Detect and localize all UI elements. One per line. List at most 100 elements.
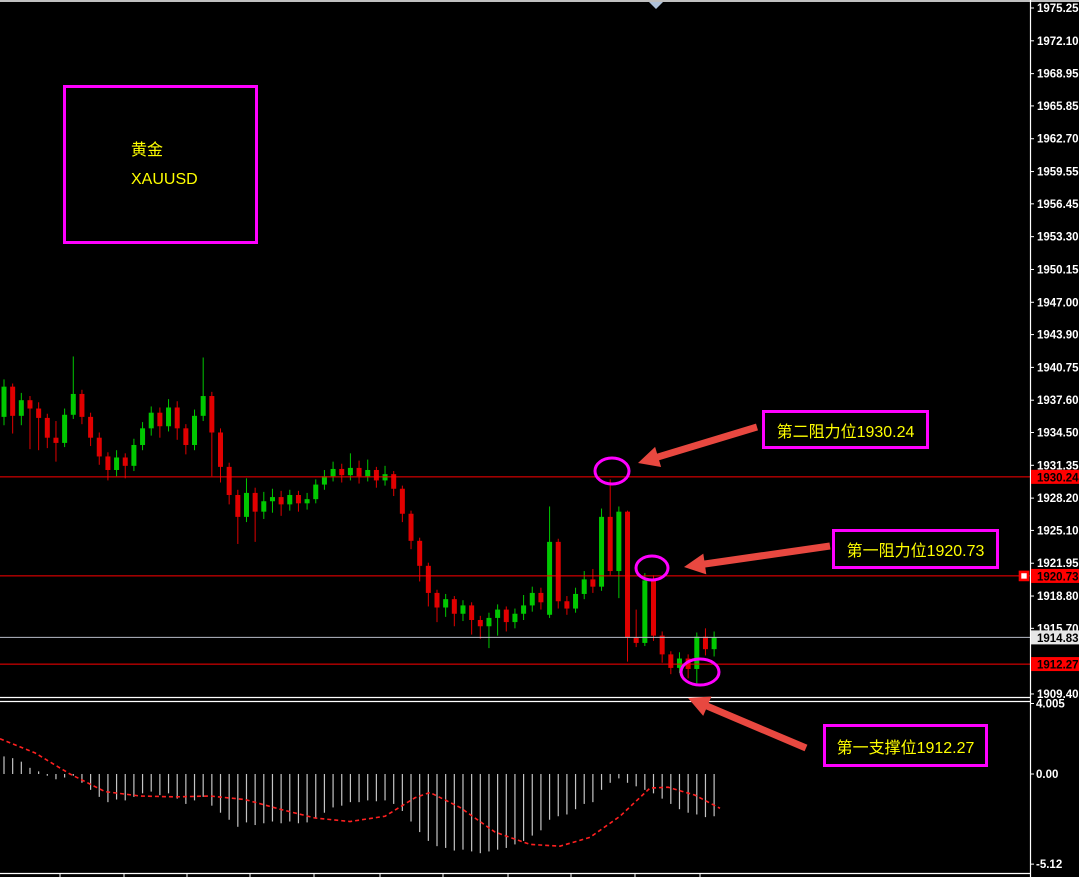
annotation-support1[interactable]: 第一支撑位1912.27 xyxy=(823,724,988,767)
candle-body xyxy=(70,393,76,415)
candle-body xyxy=(105,456,111,470)
candle-body xyxy=(564,601,570,609)
highlight-ellipse[interactable] xyxy=(634,554,670,582)
candle-body xyxy=(616,511,622,572)
candle-body xyxy=(503,609,509,623)
candle-body xyxy=(148,412,154,429)
price-axis-label: 1928.20 xyxy=(1037,493,1079,505)
candle-body xyxy=(252,492,258,512)
annotation-resistance2[interactable]: 第二阻力位1930.24 xyxy=(762,410,929,449)
candle-body xyxy=(486,617,492,627)
line-anchor-marker[interactable] xyxy=(1018,570,1030,582)
candle-body xyxy=(114,457,120,470)
candle-body xyxy=(529,592,535,606)
price-axis-label: 1934.50 xyxy=(1037,427,1079,439)
candle-body xyxy=(451,599,457,614)
price-axis-label: 1968.95 xyxy=(1037,69,1079,81)
candle-body xyxy=(512,613,518,623)
annotation-resistance1-label: 第一阻力位1920.73 xyxy=(846,543,985,560)
price-level-badge-resistance1 xyxy=(1031,568,1079,583)
candle-body xyxy=(192,415,198,445)
indicator-axis-label: 4.005 xyxy=(1036,699,1065,711)
level-price-label: 1912.27 xyxy=(1037,660,1079,672)
price-axis-label: 1953.30 xyxy=(1037,232,1079,244)
candle-body xyxy=(399,488,405,514)
candle-body xyxy=(200,396,206,416)
candle-body xyxy=(287,494,293,505)
candle-body xyxy=(590,579,596,587)
candle-body xyxy=(1,386,7,417)
candle-body xyxy=(321,476,327,485)
candle-body xyxy=(425,565,431,593)
level-price-label: 1930.24 xyxy=(1037,472,1079,484)
candle-body xyxy=(391,474,397,489)
candle-body xyxy=(642,580,648,643)
candle-body xyxy=(373,469,379,481)
candle-body xyxy=(79,393,85,417)
candle-body xyxy=(460,605,466,614)
candle-body xyxy=(122,457,128,466)
highlight-ellipse[interactable] xyxy=(679,657,721,687)
candle-body xyxy=(261,501,267,512)
candle-body xyxy=(607,516,613,572)
candle-body xyxy=(469,605,475,620)
price-axis-label: 1921.95 xyxy=(1037,558,1079,570)
price-axis-label: 1962.70 xyxy=(1037,134,1079,146)
candle-body xyxy=(226,466,232,495)
symbol-label-box[interactable]: 黄金 XAUUSD xyxy=(63,85,258,244)
price-axis-label: 1975.25 xyxy=(1037,3,1079,15)
candle-body xyxy=(295,494,301,504)
price-level-badge-resistance2 xyxy=(1031,469,1079,484)
candle-body xyxy=(131,444,137,466)
candle-body xyxy=(547,541,553,615)
scroll-position-marker[interactable] xyxy=(649,2,663,9)
candle-body xyxy=(44,417,50,438)
price-axis-label: 1943.90 xyxy=(1037,330,1079,342)
symbol-text: 黄金 XAUUSD xyxy=(131,136,198,194)
level-price-label: 1920.73 xyxy=(1037,571,1079,583)
candle-body xyxy=(140,428,146,445)
candle-body xyxy=(27,400,33,409)
candle-body xyxy=(218,432,223,467)
annotation-resistance1[interactable]: 第一阻力位1920.73 xyxy=(832,529,999,569)
candle-body xyxy=(555,541,561,602)
candle-body xyxy=(668,654,674,668)
price-axis-label: 1940.75 xyxy=(1037,362,1079,374)
candle-body xyxy=(599,516,605,587)
candle-body xyxy=(625,511,631,638)
annotation-resistance2-label: 第二阻力位1930.24 xyxy=(776,423,915,441)
indicator-axis-label: 0.00 xyxy=(1036,769,1058,781)
candle-body xyxy=(269,497,275,502)
candle-body xyxy=(88,416,94,438)
price-axis-label: 1909.40 xyxy=(1037,689,1079,701)
macd-signal-line xyxy=(0,738,721,847)
price-axis-label: 1937.60 xyxy=(1037,395,1079,407)
candle-body xyxy=(96,437,102,457)
candle-body xyxy=(330,468,336,477)
candle-body xyxy=(235,494,241,517)
candle-body xyxy=(538,592,544,603)
price-axis-label: 1925.10 xyxy=(1037,525,1079,537)
candle-body xyxy=(477,619,483,627)
candle-body xyxy=(313,484,319,500)
candle-body xyxy=(62,414,68,443)
candle-body xyxy=(443,599,449,608)
price-axis-label: 1956.45 xyxy=(1037,199,1079,211)
indicator-axis-label: -5.12 xyxy=(1036,859,1062,871)
candle-body xyxy=(183,428,189,445)
candle-body xyxy=(702,636,708,650)
highlight-ellipse[interactable] xyxy=(593,456,631,486)
candle-body xyxy=(209,396,215,433)
annotation-arrow[interactable] xyxy=(684,542,831,575)
price-axis-label: 1959.55 xyxy=(1037,167,1079,179)
candle-body xyxy=(521,605,527,614)
candle-body xyxy=(408,513,414,541)
annotation-arrow[interactable] xyxy=(688,696,808,752)
annotation-support1-label: 第一支撑位1912.27 xyxy=(836,739,975,757)
candle-body xyxy=(633,637,639,643)
candle-body xyxy=(365,469,371,477)
symbol-ticker: XAUUSD xyxy=(131,171,198,188)
annotation-arrow[interactable] xyxy=(638,423,758,467)
